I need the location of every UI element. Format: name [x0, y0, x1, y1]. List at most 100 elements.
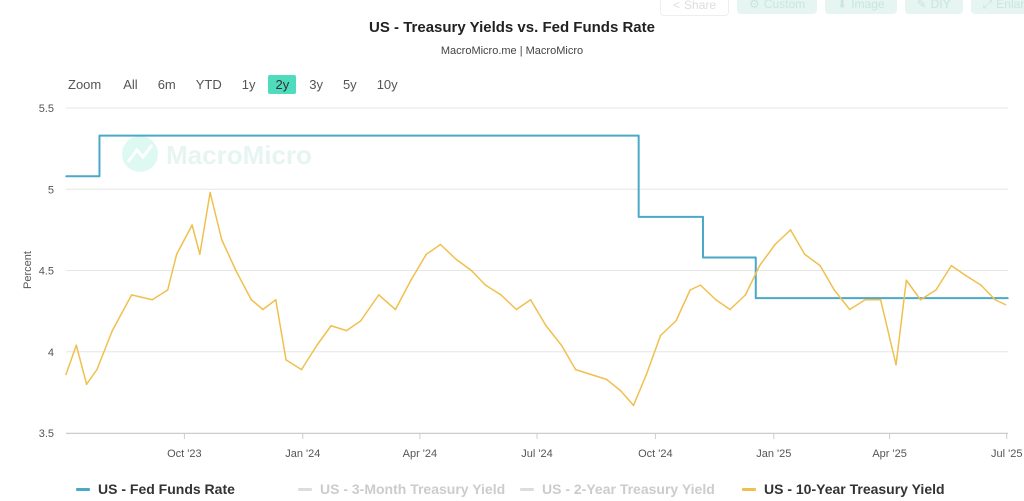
y-tick-label: 5 [48, 184, 54, 196]
data-point [285, 359, 287, 361]
data-point [803, 253, 806, 256]
data-point [545, 324, 547, 327]
zoom-1y[interactable]: 1y [241, 77, 256, 92]
data-point [905, 279, 908, 282]
data-point [1004, 303, 1007, 306]
y-axis-title: Percent [22, 251, 34, 289]
y-tick-label: 4.5 [39, 266, 54, 278]
data-point [166, 289, 169, 291]
share-button[interactable]: < Share [660, 0, 730, 16]
zoom-selector: Zoom All 6m YTD 1y 2y 3y 5y 10y [68, 75, 411, 94]
data-point [345, 329, 348, 332]
data-point [833, 289, 836, 291]
data-point [250, 298, 253, 301]
expand-icon: ⤢ [982, 0, 993, 11]
image-button[interactable]: ⬇ Image [825, 0, 897, 14]
zoom-10y[interactable]: 10y [376, 77, 398, 92]
data-point [699, 284, 702, 286]
series-line-fed-funds [66, 134, 1008, 300]
data-point [919, 298, 922, 301]
data-point [675, 320, 677, 322]
data-point [789, 229, 792, 231]
data-point [659, 334, 662, 337]
data-point [994, 298, 996, 301]
data-point [702, 256, 704, 259]
legend-swatch [298, 487, 312, 491]
y-tick-label: 4 [48, 347, 54, 359]
watermark: MacroMicro [122, 136, 312, 172]
download-icon: ⬇ [837, 0, 848, 11]
data-point [316, 344, 318, 347]
data-point [377, 294, 380, 296]
data-point [484, 284, 487, 286]
data-point [1007, 297, 1009, 299]
data-point [300, 368, 303, 371]
data-point [895, 363, 897, 366]
data-point [590, 373, 592, 376]
data-point [235, 269, 237, 272]
chart-subtitle: MacroMicro.me | MacroMicro [440, 45, 584, 57]
data-point [175, 253, 178, 256]
data-point [574, 368, 577, 371]
legend-10y-yield[interactable]: US - 10-Year Treasury Yield [742, 481, 945, 497]
data-point [130, 294, 133, 296]
custom-button[interactable]: ⚙ Custom [737, 0, 818, 14]
svg-text:MacroMicro: MacroMicro [166, 140, 312, 170]
data-point [848, 308, 851, 311]
diy-button[interactable]: ✎ DIY [904, 0, 963, 14]
x-tick-label: Apr '25 [872, 448, 907, 460]
data-point [85, 383, 88, 386]
data-point [209, 191, 211, 194]
zoom-2y[interactable]: 2y [268, 75, 297, 94]
legend-2y-yield[interactable]: US - 2-Year Treasury Yield [520, 481, 715, 497]
data-point [96, 368, 98, 371]
data-point [744, 294, 747, 296]
x-tick-label: Jul '24 [521, 448, 552, 460]
x-tick-label: Jan '24 [285, 448, 320, 460]
y-tick-label: 3.5 [39, 428, 54, 440]
data-point [819, 264, 821, 267]
zoom-all[interactable]: All [123, 77, 138, 92]
legend-swatch [742, 487, 756, 491]
legend-fed-funds[interactable]: US - Fed Funds Rate [76, 481, 235, 497]
zoom-5y[interactable]: 5y [342, 77, 357, 92]
data-point [394, 308, 397, 311]
data-point [774, 243, 776, 246]
data-point [605, 378, 608, 381]
data-point [689, 289, 691, 291]
data-point [935, 289, 937, 291]
chart-title: US - Treasury Yields vs. Fed Funds Rate [369, 19, 655, 36]
legend-swatch [520, 487, 534, 491]
zoom-6m[interactable]: 6m [157, 77, 176, 92]
data-point [632, 404, 635, 407]
zoom-3y[interactable]: 3y [309, 77, 323, 92]
zoom-label: Zoom [68, 77, 102, 92]
data-point [950, 264, 953, 267]
data-point [645, 373, 648, 376]
data-point [980, 284, 982, 286]
x-tick-label: Oct '23 [167, 448, 202, 460]
enlarge-button[interactable]: ⤢Enlarge [970, 0, 1024, 14]
legend-3m-yield[interactable]: US - 3-Month Treasury Yield [298, 481, 505, 497]
x-tick-label: Jul '25 [991, 448, 1022, 460]
x-tick-label: Apr '24 [403, 448, 438, 460]
data-point [425, 253, 428, 256]
data-point [637, 216, 640, 218]
data-point [560, 344, 563, 347]
data-point [330, 324, 332, 327]
data-point [220, 238, 223, 241]
data-point [500, 294, 502, 296]
data-point [879, 298, 882, 301]
data-point [439, 243, 442, 246]
data-point [111, 329, 114, 332]
legend-swatch [76, 487, 90, 491]
chart-toolbar: <Share ⚙Custom ⬇Image ✎DIY ⤢Enlarge [660, 0, 1024, 16]
x-tick-label: Jan '25 [756, 448, 791, 460]
data-point [75, 344, 78, 347]
zoom-ytd[interactable]: YTD [195, 77, 222, 92]
data-point [455, 258, 457, 260]
data-point [359, 320, 362, 322]
data-point [864, 298, 866, 301]
data-point [98, 134, 101, 137]
